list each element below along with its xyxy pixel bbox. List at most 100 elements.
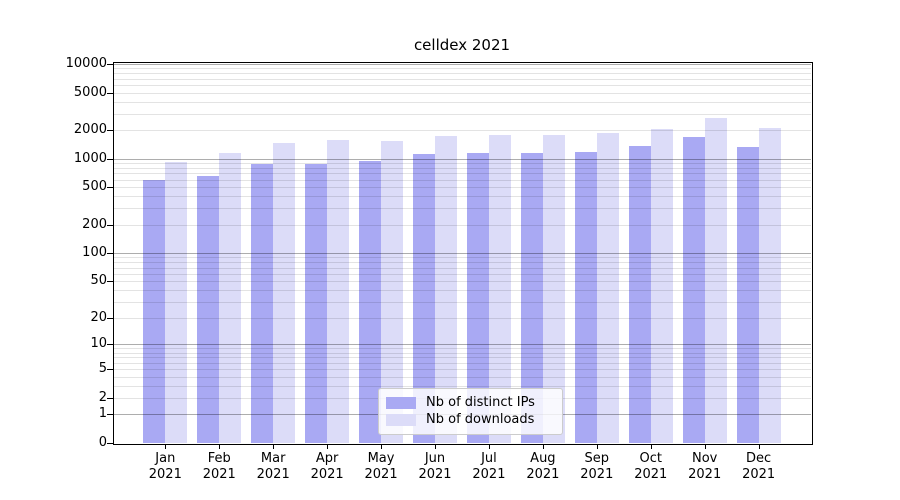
bar-downloads: [488, 134, 511, 443]
minor-gridline: [113, 385, 811, 387]
bar-downloads: [435, 136, 457, 443]
x-tick-mark: [381, 444, 383, 449]
plot-area: [113, 62, 811, 443]
bar-downloads: [650, 129, 673, 443]
bar-downloads: [381, 141, 404, 443]
y-tick-mark: [107, 281, 113, 283]
y-tick-label: 200: [82, 216, 107, 232]
x-tick-label: Oct 2021: [634, 451, 668, 482]
y-tick-mark: [107, 224, 113, 226]
bar-distinct-ips: [628, 146, 651, 443]
y-tick-mark: [107, 253, 113, 255]
x-tick-mark: [650, 444, 652, 449]
y-tick-label: 1000: [73, 150, 107, 166]
minor-gridline: [113, 376, 811, 378]
major-gridline: [113, 253, 811, 255]
x-tick-mark: [596, 444, 598, 449]
bar-distinct-ips: [466, 152, 489, 443]
x-tick-mark: [273, 444, 275, 449]
x-tick-label: Jul 2021: [472, 451, 506, 482]
minor-gridline: [113, 179, 811, 181]
minor-gridline: [113, 352, 811, 354]
bar-downloads: [704, 118, 727, 443]
minor-gridline: [113, 173, 811, 175]
minor-gridline: [113, 167, 811, 169]
y-tick-label: 10: [90, 336, 107, 352]
minor-gridline: [113, 78, 811, 80]
y-tick-mark: [107, 397, 113, 399]
x-tick-label: Sep 2021: [580, 451, 614, 482]
y-tick-mark: [107, 443, 113, 444]
gridlines-layer: [113, 62, 811, 443]
y-tick-mark: [107, 158, 113, 160]
y-tick-label: 100: [82, 245, 107, 261]
legend-item-downloads: Nb of downloads: [386, 411, 554, 428]
y-tick-mark: [107, 317, 113, 319]
x-tick-mark: [704, 444, 706, 449]
x-tick-mark: [219, 444, 221, 449]
minor-gridline: [113, 224, 811, 226]
minor-gridline: [113, 208, 811, 210]
x-tick-mark: [542, 444, 544, 449]
y-tick-label: 50: [90, 273, 107, 289]
minor-gridline: [113, 187, 811, 189]
x-tick-label: May 2021: [364, 451, 398, 482]
y-tick-label: 2: [98, 389, 107, 405]
y-tick-label: 500: [82, 179, 107, 195]
bar-downloads: [758, 127, 781, 443]
major-gridline: [113, 158, 811, 160]
x-tick-label: Feb 2021: [202, 451, 236, 482]
major-gridline: [113, 344, 811, 346]
bar-distinct-ips: [143, 179, 166, 443]
minor-gridline: [113, 317, 811, 319]
legend: Nb of distinct IPs Nb of downloads: [378, 388, 563, 435]
y-tick-label: 5: [98, 361, 107, 377]
bar-distinct-ips: [197, 175, 220, 443]
minor-gridline: [113, 369, 811, 371]
minor-gridline: [113, 163, 811, 165]
x-tick-label: Dec 2021: [742, 451, 776, 482]
bars-layer: [113, 62, 811, 443]
bar-downloads: [542, 135, 565, 443]
minor-gridline: [113, 85, 811, 87]
x-tick-mark: [327, 444, 329, 449]
bar-downloads: [219, 152, 242, 443]
y-tick-mark: [107, 130, 113, 132]
legend-item-distinct-ips: Nb of distinct IPs: [386, 394, 554, 411]
minor-gridline: [113, 196, 811, 198]
bar-distinct-ips: [682, 136, 705, 443]
minor-gridline: [113, 267, 811, 269]
minor-gridline: [113, 273, 811, 275]
bar-distinct-ips: [251, 163, 274, 443]
x-tick-mark: [165, 444, 167, 449]
x-tick-label: Apr 2021: [310, 451, 344, 482]
minor-gridline: [113, 348, 811, 350]
bar-distinct-ips: [520, 152, 543, 443]
y-tick-mark: [107, 187, 113, 189]
bar-downloads: [327, 140, 350, 443]
y-tick-label: 10000: [65, 56, 107, 71]
y-tick-mark: [107, 92, 113, 94]
bar-downloads: [273, 143, 296, 443]
x-tick-label: Jan 2021: [148, 451, 182, 482]
minor-gridline: [113, 257, 811, 259]
legend-label-distinct-ips: Nb of distinct IPs: [426, 395, 535, 410]
y-tick-mark: [107, 344, 113, 346]
minor-gridline: [113, 68, 811, 70]
minor-gridline: [113, 290, 811, 292]
minor-gridline: [113, 357, 811, 359]
minor-gridline: [113, 281, 811, 283]
bar-downloads: [596, 133, 619, 443]
minor-gridline: [113, 73, 811, 75]
legend-swatch-downloads: [386, 413, 416, 426]
bar-distinct-ips: [413, 154, 435, 443]
bar-distinct-ips: [359, 161, 382, 443]
minor-gridline: [113, 92, 811, 94]
bar-downloads: [165, 161, 188, 443]
minor-gridline: [113, 130, 811, 132]
legend-swatch-distinct-ips: [386, 396, 416, 409]
minor-gridline: [113, 113, 811, 115]
x-tick-mark: [435, 444, 436, 449]
bar-distinct-ips: [574, 151, 597, 443]
y-tick-label: 1: [98, 406, 107, 422]
